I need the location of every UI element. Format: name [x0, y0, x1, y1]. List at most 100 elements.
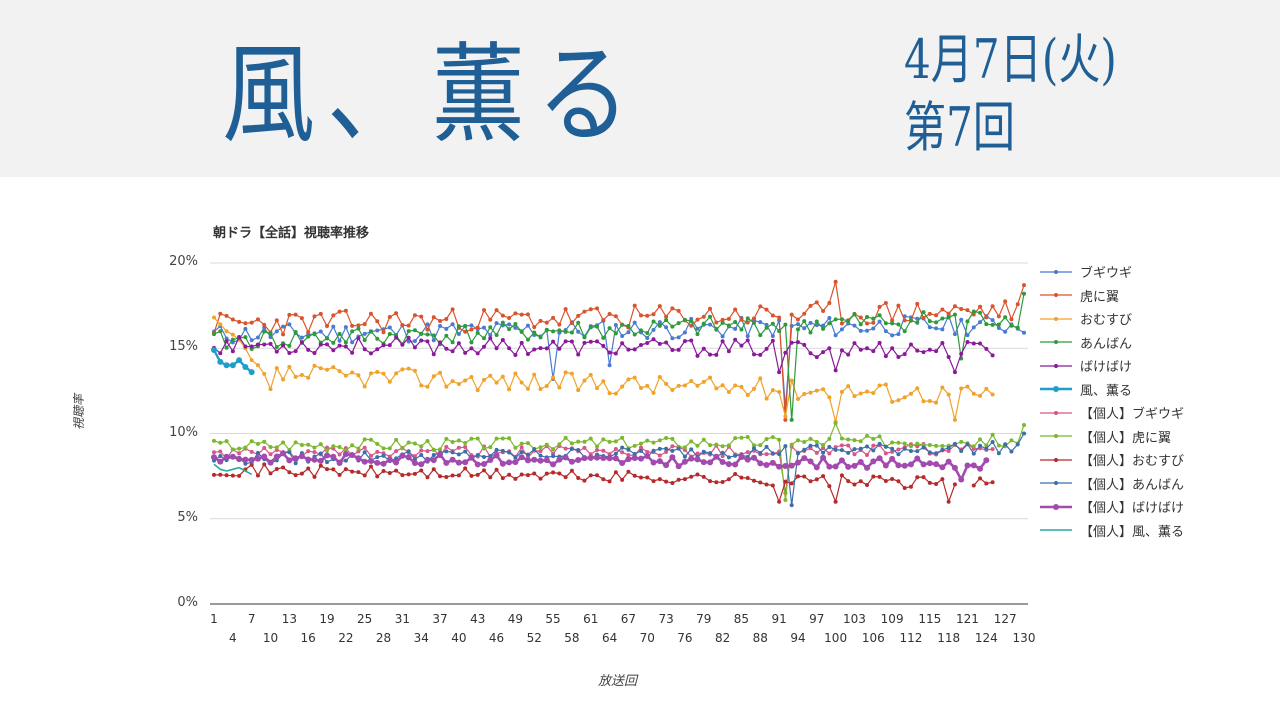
x-tick-label: 124: [974, 631, 998, 645]
episode-number: 第7回: [904, 96, 1016, 159]
x-tick-label: 91: [771, 612, 787, 626]
x-tick-label: 130: [1012, 631, 1036, 645]
series-4: [212, 335, 995, 375]
x-tick-label: 79: [696, 612, 712, 626]
series-8: [212, 462, 995, 504]
legend-item[interactable]: 虎に翼: [1040, 284, 1184, 308]
legend-label: 【個人】ばけばけ: [1080, 501, 1185, 517]
legend-line-icon: [1040, 340, 1072, 345]
legend-label: おむすび: [1080, 313, 1133, 329]
legend-label: 【個人】あんばん: [1080, 477, 1185, 493]
x-tick-label: 28: [375, 631, 392, 645]
legend-item[interactable]: 【個人】ばけばけ: [1040, 495, 1184, 519]
x-tick-label: 118: [937, 631, 961, 645]
header-banner: 風、薫る 4月7日(火) 第7回: [0, 0, 1280, 177]
legend-label: ブギウギ: [1080, 266, 1133, 282]
series-7: [212, 421, 1026, 502]
x-tick-label: 55: [545, 612, 561, 626]
chart-legend: ブギウギ虎に翼おむすびあんばんばけばけ風、薫る【個人】ブギウギ 【個人】虎に翼 【個…: [1040, 260, 1184, 542]
x-tick-label: 70: [639, 631, 655, 645]
x-tick-label: 121: [956, 612, 979, 626]
x-tick-label: 25: [357, 612, 373, 626]
x-tick-label: 73: [658, 612, 674, 626]
x-tick-label: 40: [451, 631, 467, 645]
legend-item[interactable]: 【個人】おむすび: [1040, 448, 1184, 472]
legend-label: 虎に翼: [1080, 289, 1120, 305]
legend-label: 風、薫る: [1080, 383, 1133, 399]
series-3: [212, 291, 1026, 422]
x-tick-label: 22: [338, 631, 354, 645]
legend-item[interactable]: おむすび: [1040, 307, 1184, 331]
x-tick-label: 4: [229, 631, 237, 645]
legend-label: 【個人】虎に翼: [1080, 430, 1172, 446]
legend-line-icon: [1040, 269, 1072, 274]
x-tick-label: 103: [843, 612, 866, 626]
y-tick-label: 20%: [169, 254, 198, 269]
series-0: [212, 313, 1026, 410]
legend-line-icon: [1040, 293, 1072, 298]
legend-line-icon: [1040, 316, 1072, 321]
x-tick-label: 109: [880, 612, 904, 626]
legend-label: 【個人】ブギウギ: [1080, 407, 1185, 423]
x-tick-label: 106: [861, 631, 885, 645]
legend-item[interactable]: 【個人】風、薫る: [1040, 519, 1184, 543]
series-2: [212, 315, 995, 424]
legend-item[interactable]: あんばん: [1040, 331, 1184, 355]
x-tick-label: 100: [824, 631, 848, 645]
legend-item[interactable]: 【個人】あんばん: [1040, 472, 1184, 496]
legend-line-icon: [1040, 410, 1072, 415]
legend-line-icon: [1040, 457, 1072, 462]
legend-item[interactable]: ブギウギ: [1040, 260, 1184, 284]
x-tick-label: 88: [752, 631, 768, 645]
legend-line-icon: [1040, 386, 1072, 393]
chart-title: 朝ドラ【全話】視聴率推移: [213, 226, 370, 241]
legend-item[interactable]: 風、薫る: [1040, 378, 1184, 402]
x-tick-label: 52: [526, 631, 542, 645]
x-tick-label: 76: [677, 631, 693, 645]
x-tick-label: 85: [733, 612, 750, 626]
x-tick-label: 61: [583, 612, 599, 626]
series-5: [211, 346, 255, 376]
legend-line-icon: [1040, 363, 1072, 368]
broadcast-date: 4月7日(火): [904, 28, 1117, 91]
x-tick-label: 112: [899, 631, 923, 645]
legend-line-icon: [1040, 503, 1072, 510]
x-tick-label: 67: [620, 612, 637, 626]
series-11: [213, 463, 253, 476]
legend-item[interactable]: 【個人】虎に翼: [1040, 425, 1184, 449]
x-tick-label: 49: [507, 612, 524, 626]
legend-label: 【個人】風、薫る: [1080, 524, 1185, 540]
legend-label: あんばん: [1080, 336, 1133, 352]
legend-label: 【個人】おむすび: [1080, 454, 1185, 470]
x-tick-label: 58: [564, 631, 580, 645]
x-tick-label: 64: [601, 631, 618, 645]
x-tick-label: 19: [319, 612, 335, 626]
y-tick-label: 10%: [169, 424, 198, 440]
legend-item[interactable]: ばけばけ: [1040, 354, 1184, 378]
y-tick-label: 0%: [177, 595, 198, 610]
y-tick-label: 5%: [177, 509, 198, 525]
legend-item[interactable]: 【個人】ブギウギ: [1040, 401, 1184, 425]
legend-line-icon: [1040, 529, 1072, 532]
x-tick-label: 46: [488, 631, 505, 645]
x-tick-label: 7: [247, 612, 256, 626]
x-tick-label: 31: [394, 612, 410, 626]
x-tick-label: 127: [993, 612, 1017, 626]
x-axis-label: 放送回: [598, 674, 638, 689]
series-10: [211, 450, 990, 483]
x-tick-label: 115: [918, 612, 942, 626]
x-tick-label: 82: [714, 631, 731, 645]
x-tick-label: 43: [470, 612, 486, 626]
x-tick-label: 37: [432, 612, 448, 626]
legend-line-icon: [1040, 481, 1072, 486]
y-tick-label: 15%: [169, 339, 198, 355]
show-title: 風、薫る: [222, 33, 642, 158]
legend-line-icon: [1040, 434, 1072, 439]
x-tick-label: 94: [790, 631, 806, 645]
x-tick-label: 16: [300, 631, 316, 645]
x-tick-label: 97: [809, 612, 825, 626]
x-tick-label: 34: [413, 631, 429, 645]
x-tick-label: 13: [281, 612, 297, 626]
x-tick-label: 1: [210, 612, 218, 626]
legend-label: ばけばけ: [1080, 360, 1133, 376]
